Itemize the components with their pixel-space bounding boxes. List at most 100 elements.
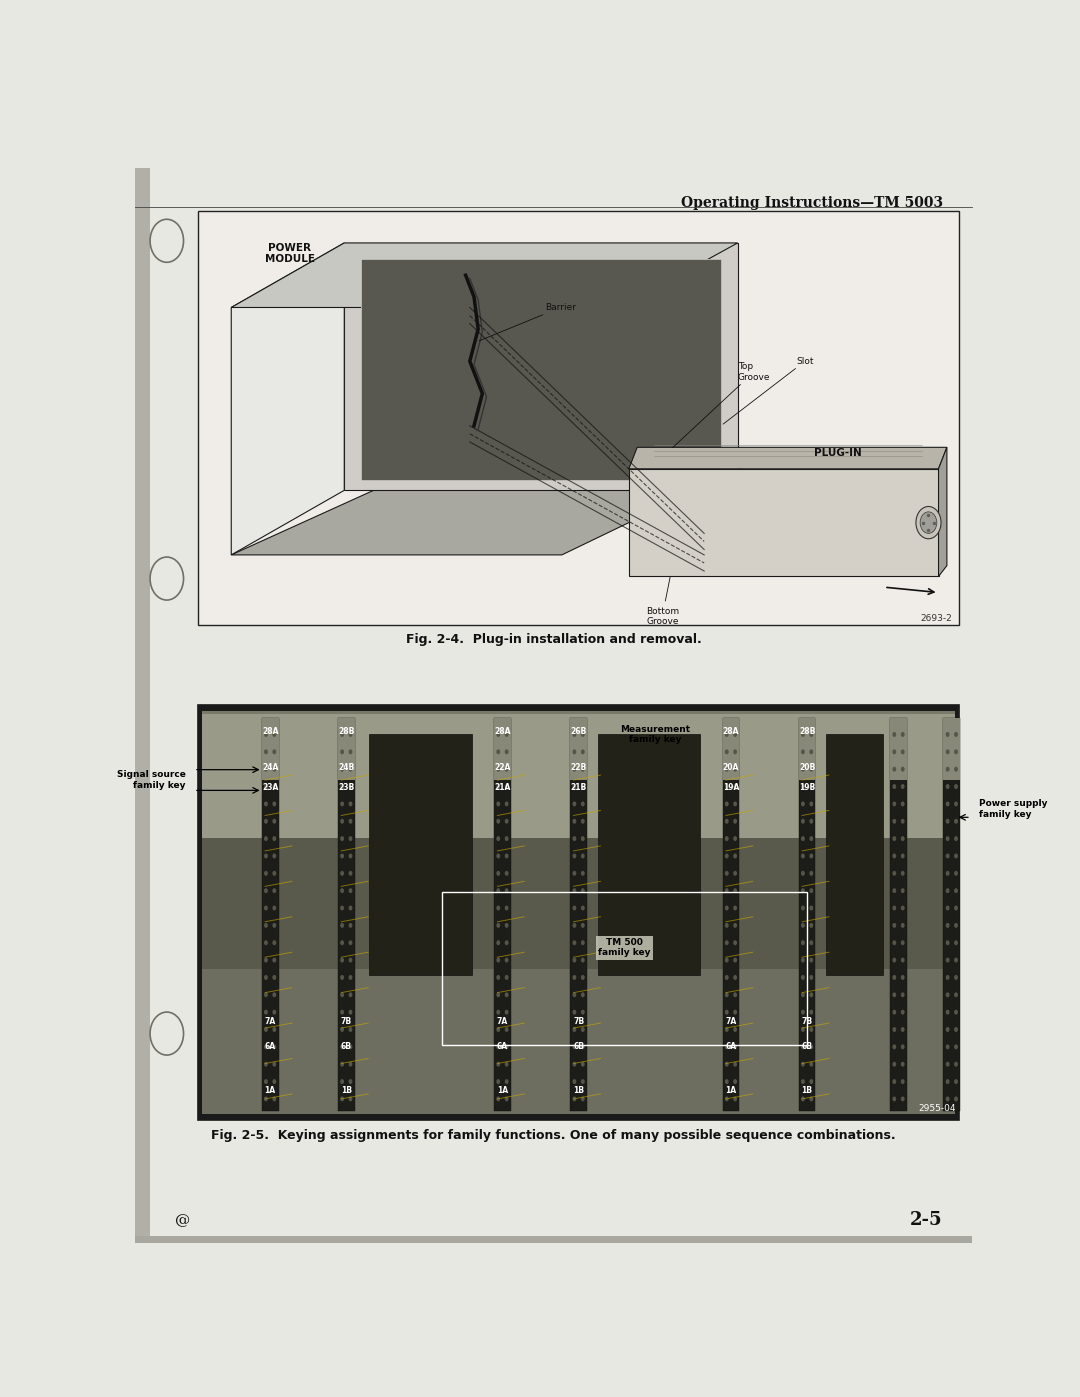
Circle shape: [954, 1062, 958, 1067]
Circle shape: [946, 940, 949, 946]
Circle shape: [733, 819, 737, 824]
Circle shape: [946, 905, 949, 911]
Circle shape: [497, 992, 500, 997]
Text: POWER
MODULE: POWER MODULE: [265, 243, 315, 264]
Circle shape: [497, 1062, 500, 1067]
Circle shape: [272, 1062, 276, 1067]
Circle shape: [497, 732, 500, 738]
Circle shape: [581, 975, 584, 979]
Circle shape: [954, 749, 958, 754]
Circle shape: [901, 819, 905, 824]
Circle shape: [892, 784, 896, 789]
Bar: [261, 718, 279, 1112]
Circle shape: [349, 1097, 352, 1101]
Circle shape: [801, 905, 805, 911]
Circle shape: [497, 940, 500, 946]
Circle shape: [809, 992, 813, 997]
Circle shape: [946, 975, 949, 979]
Bar: [442, 891, 807, 1045]
Circle shape: [497, 870, 500, 876]
Circle shape: [892, 870, 896, 876]
Bar: [944, 718, 960, 1112]
Circle shape: [892, 1097, 896, 1101]
Bar: [338, 718, 354, 780]
Circle shape: [801, 784, 805, 789]
Bar: [890, 718, 907, 1112]
Text: 1B: 1B: [801, 1085, 812, 1095]
Bar: [799, 718, 815, 780]
Circle shape: [272, 905, 276, 911]
Circle shape: [581, 767, 584, 771]
Text: 1A: 1A: [265, 1085, 275, 1095]
Circle shape: [733, 1027, 737, 1032]
Bar: [799, 718, 815, 1112]
Circle shape: [901, 749, 905, 754]
Circle shape: [572, 767, 577, 771]
Circle shape: [901, 784, 905, 789]
Circle shape: [946, 870, 949, 876]
Circle shape: [954, 854, 958, 858]
Circle shape: [272, 837, 276, 841]
Circle shape: [801, 1010, 805, 1014]
Circle shape: [725, 888, 729, 893]
Circle shape: [340, 1062, 345, 1067]
Circle shape: [504, 732, 509, 738]
Text: 24B: 24B: [338, 763, 354, 771]
Circle shape: [801, 749, 805, 754]
Circle shape: [497, 749, 500, 754]
Circle shape: [340, 749, 345, 754]
Circle shape: [150, 1011, 184, 1055]
Circle shape: [497, 854, 500, 858]
Circle shape: [349, 784, 352, 789]
Circle shape: [497, 923, 500, 928]
Circle shape: [801, 940, 805, 946]
Circle shape: [809, 870, 813, 876]
Circle shape: [581, 1027, 584, 1032]
Circle shape: [920, 511, 936, 534]
Text: @: @: [175, 1213, 190, 1227]
Circle shape: [954, 1045, 958, 1049]
Circle shape: [801, 957, 805, 963]
Circle shape: [901, 870, 905, 876]
Text: 26B: 26B: [570, 728, 586, 736]
Circle shape: [725, 975, 729, 979]
Circle shape: [901, 1097, 905, 1101]
Circle shape: [725, 1010, 729, 1014]
Text: 7A: 7A: [265, 1017, 275, 1027]
Circle shape: [340, 870, 345, 876]
Circle shape: [264, 1062, 268, 1067]
Text: Power supply
family key: Power supply family key: [978, 799, 1048, 819]
Circle shape: [340, 975, 345, 979]
Text: 19A: 19A: [723, 784, 739, 792]
Circle shape: [572, 1045, 577, 1049]
Circle shape: [801, 819, 805, 824]
Circle shape: [946, 819, 949, 824]
Circle shape: [272, 1010, 276, 1014]
Circle shape: [504, 975, 509, 979]
Circle shape: [272, 1027, 276, 1032]
Circle shape: [892, 732, 896, 738]
Circle shape: [733, 749, 737, 754]
Text: 6B: 6B: [573, 1042, 584, 1051]
Circle shape: [504, 784, 509, 789]
Circle shape: [572, 888, 577, 893]
Circle shape: [801, 975, 805, 979]
Circle shape: [946, 749, 949, 754]
Circle shape: [572, 1010, 577, 1014]
Circle shape: [725, 992, 729, 997]
Circle shape: [340, 837, 345, 841]
Bar: [202, 711, 956, 1115]
Circle shape: [733, 837, 737, 841]
Circle shape: [504, 1062, 509, 1067]
Circle shape: [264, 1097, 268, 1101]
Circle shape: [725, 1062, 729, 1067]
Polygon shape: [345, 243, 738, 490]
Bar: [494, 718, 511, 1112]
Circle shape: [504, 870, 509, 876]
Circle shape: [264, 749, 268, 754]
Circle shape: [504, 1097, 509, 1101]
Text: 28B: 28B: [338, 728, 354, 736]
Circle shape: [272, 888, 276, 893]
Circle shape: [504, 767, 509, 771]
Circle shape: [725, 905, 729, 911]
